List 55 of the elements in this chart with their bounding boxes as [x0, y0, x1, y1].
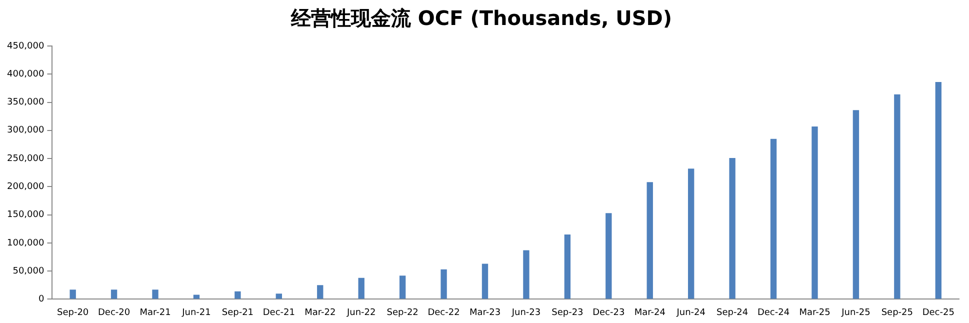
x-tick-label: Sep-25 [881, 308, 914, 318]
bar [317, 285, 324, 299]
bar [523, 250, 530, 299]
x-tick-label: Jun-24 [676, 308, 706, 318]
y-tick-label: 150,000 [7, 210, 44, 220]
bar [564, 234, 571, 299]
bar [193, 294, 200, 299]
x-tick-label: Dec-24 [757, 308, 790, 318]
bar [894, 94, 900, 299]
bar [606, 213, 612, 299]
x-tick-label: Sep-23 [552, 308, 584, 318]
y-tick-label: 250,000 [7, 154, 44, 164]
y-tick-label: 50,000 [12, 266, 44, 276]
bar [729, 158, 736, 299]
x-tick-label: Mar-23 [469, 308, 501, 318]
bar [646, 182, 653, 299]
bar [234, 291, 241, 299]
x-tick-label: Mar-24 [634, 308, 666, 318]
x-tick-label: Dec-25 [922, 308, 954, 318]
bar [935, 82, 942, 299]
x-tick-label: Jun-22 [346, 308, 376, 318]
x-tick-label: Dec-21 [262, 308, 295, 318]
y-tick-label: 100,000 [7, 238, 44, 248]
x-tick-label: Jun-23 [510, 308, 541, 318]
bar [358, 278, 364, 299]
x-tick-label: Mar-21 [140, 308, 171, 318]
x-tick-label: Sep-24 [716, 308, 748, 318]
x-tick-label: Mar-22 [304, 308, 336, 318]
y-tick-label: 450,000 [7, 41, 44, 52]
y-tick-label: 300,000 [7, 126, 44, 136]
x-tick-label: Jun-21 [181, 308, 211, 318]
x-tick-label: Dec-22 [428, 308, 460, 318]
bar [482, 264, 488, 299]
y-tick-label: 0 [38, 294, 44, 305]
x-tick-label: Jun-25 [840, 308, 870, 318]
bar [812, 126, 818, 299]
bar [70, 290, 76, 299]
bar [440, 269, 447, 299]
y-tick-label: 200,000 [7, 182, 44, 192]
x-tick-label: Sep-21 [222, 308, 254, 318]
bar [110, 290, 118, 299]
x-tick-label: Dec-23 [592, 308, 625, 318]
bar [276, 294, 282, 299]
bar [852, 110, 860, 299]
y-tick-label: 400,000 [7, 69, 44, 80]
x-tick-label: Sep-22 [386, 308, 418, 318]
x-tick-label: Sep-20 [56, 308, 89, 318]
bar [399, 276, 406, 299]
bar [770, 138, 777, 299]
bar [152, 290, 158, 299]
chart-title: 经营性现金流 OCF (Thousands, USD) [290, 6, 672, 30]
x-tick-label: Dec-20 [98, 308, 130, 318]
x-tick-label: Mar-25 [799, 308, 830, 318]
bar [688, 168, 694, 299]
y-tick-label: 350,000 [7, 98, 44, 108]
